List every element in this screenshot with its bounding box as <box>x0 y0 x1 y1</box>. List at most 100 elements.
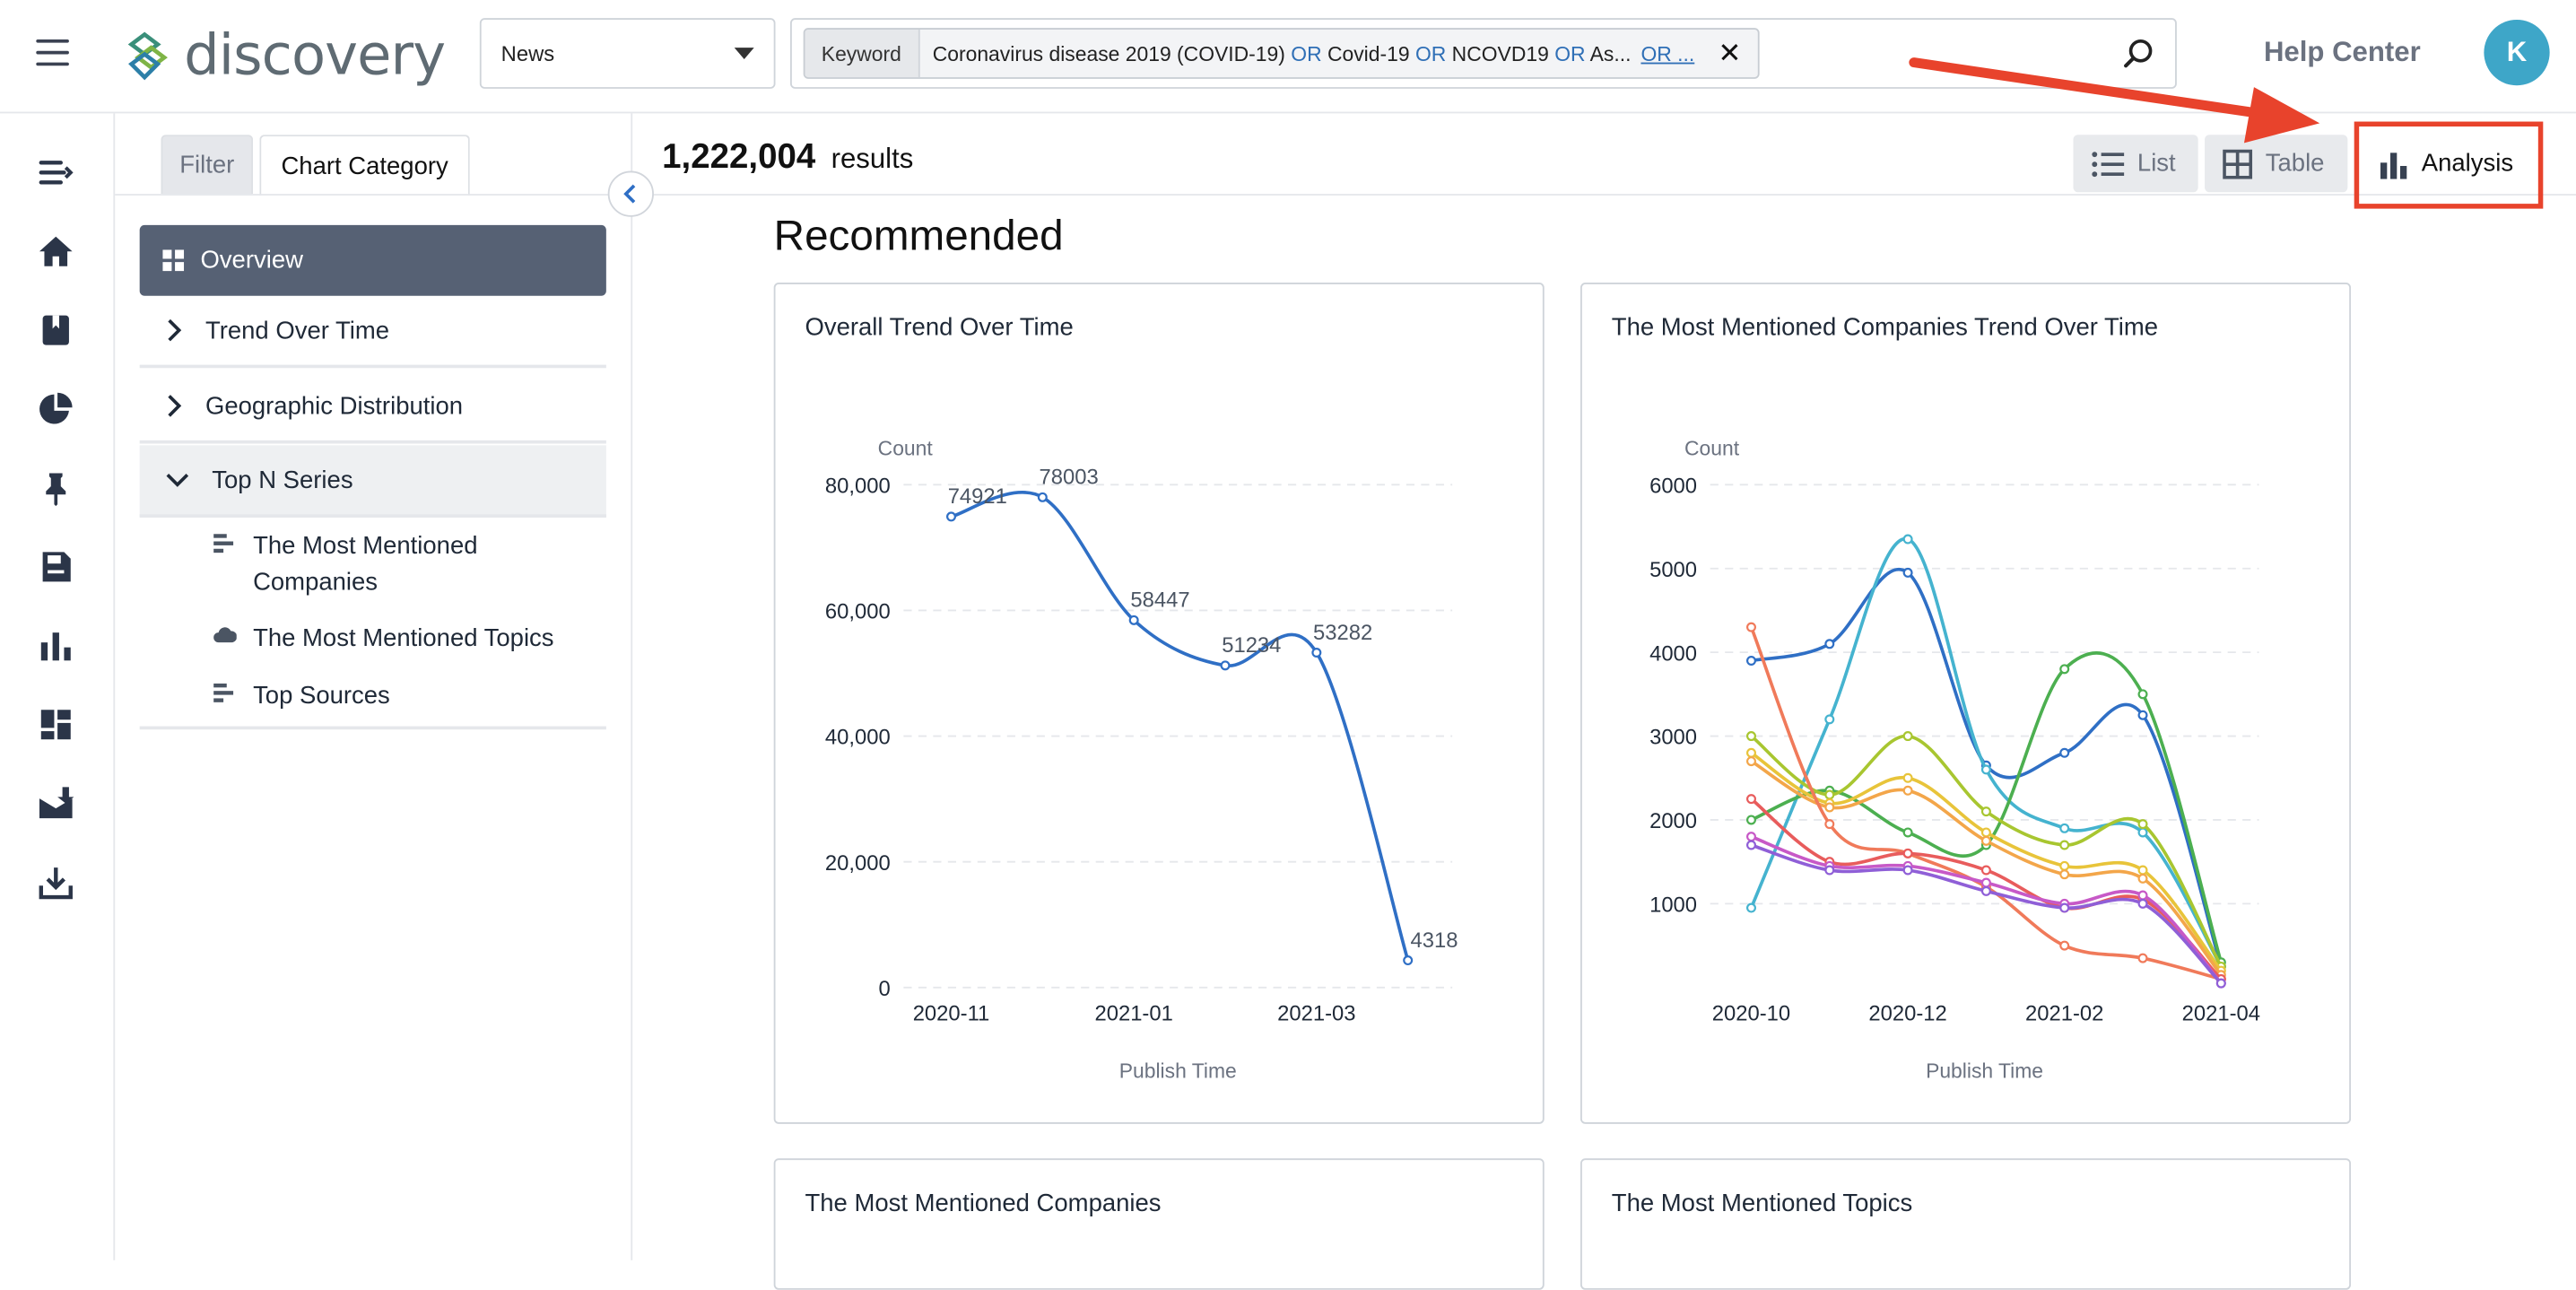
recommended-heading: Recommended <box>774 210 1064 261</box>
chevron-left-icon <box>622 184 639 204</box>
sub-item-most-mentioned-topics[interactable]: The Most Mentioned Topics <box>213 621 575 657</box>
chart-card-most-mentioned-companies: The Most Mentioned Companies <box>774 1158 1545 1290</box>
y-tick-label: 60,000 <box>825 600 891 624</box>
sub-item-most-mentioned-companies[interactable]: The Most Mentioned Companies <box>213 529 575 602</box>
nav-geographic-distribution[interactable]: Geographic Distribution <box>140 371 606 444</box>
nav-top-n-series[interactable]: Top N Series <box>140 445 606 518</box>
y-tick-label: 80,000 <box>825 474 891 498</box>
data-point <box>2060 904 2068 912</box>
y-tick-label: 40,000 <box>825 726 891 750</box>
tab-filter[interactable]: Filter <box>161 135 253 194</box>
y-axis-label: Count <box>1684 436 1740 459</box>
chart-card-companies-trend: The Most Mentioned Companies Trend Over … <box>1580 283 2351 1124</box>
data-label: 51234 <box>1222 633 1281 658</box>
discovery-logo-icon <box>122 28 178 83</box>
data-label: 78003 <box>1040 466 1099 490</box>
grid-icon <box>162 249 184 271</box>
keyword-chip[interactable]: Keyword Coronavirus disease 2019 (COVID-… <box>804 28 1760 79</box>
home-icon[interactable] <box>36 231 75 271</box>
chip-more-link[interactable]: OR ... <box>1640 42 1694 65</box>
brand-name: discovery <box>184 23 445 89</box>
sub-item-label: The Most Mentioned Companies <box>253 529 575 602</box>
data-point <box>1982 829 1990 837</box>
hamburger-menu-icon[interactable] <box>36 39 69 65</box>
chart-card-overall-trend: Overall Trend Over Time 020,00040,00060,… <box>774 283 1545 1124</box>
data-point <box>1904 569 1912 577</box>
y-tick-label: 2000 <box>1649 809 1697 833</box>
data-point <box>1982 867 1990 875</box>
collapse-menu-icon[interactable] <box>36 153 75 192</box>
data-point <box>1747 623 1755 632</box>
bar-list-icon <box>213 678 237 704</box>
source-select[interactable]: News <box>480 18 776 89</box>
logo[interactable]: discovery <box>122 23 446 89</box>
data-point <box>2217 980 2225 988</box>
avatar[interactable]: K <box>2484 20 2549 85</box>
data-point <box>2060 942 2068 950</box>
data-point <box>1982 766 1990 774</box>
data-point <box>1222 661 1230 669</box>
pin-icon[interactable] <box>36 468 75 508</box>
x-tick-label: 2021-01 <box>1094 1001 1172 1025</box>
data-point <box>2060 870 2068 878</box>
data-point <box>1825 791 1833 799</box>
data-point <box>1312 649 1320 657</box>
sub-item-label: The Most Mentioned Topics <box>253 621 553 657</box>
or-operator: OR <box>1291 42 1321 65</box>
nav-trend-over-time[interactable]: Trend Over Time <box>140 296 606 369</box>
data-point <box>1982 807 1990 815</box>
companies-trend-chart[interactable]: 100020003000400050006000Count2020-102020… <box>1582 284 2353 1126</box>
sub-item-top-sources[interactable]: Top Sources <box>213 678 575 714</box>
x-tick-label: 2021-03 <box>1277 1001 1355 1025</box>
sub-item-label: Top Sources <box>253 678 390 714</box>
data-point <box>1747 904 1755 912</box>
save-icon[interactable] <box>36 547 75 587</box>
x-tick-label: 2021-04 <box>2182 1001 2260 1025</box>
data-point <box>2139 900 2147 908</box>
data-point <box>1747 795 1755 803</box>
data-point <box>2139 867 2147 875</box>
nav-topn-label: Top N Series <box>212 466 352 493</box>
tab-chart-category[interactable]: Chart Category <box>259 135 469 196</box>
pie-chart-icon[interactable] <box>36 389 75 429</box>
dashboard-icon[interactable] <box>36 705 75 745</box>
chip-key: Keyword <box>805 30 919 77</box>
list-icon <box>2092 151 2125 177</box>
tab-divider <box>115 194 631 196</box>
chart-category-panel: Filter Chart Category Overview Trend Ove… <box>115 113 632 1259</box>
data-point <box>2060 749 2068 757</box>
collapse-panel-button[interactable] <box>608 170 654 216</box>
close-icon[interactable]: ✕ <box>1718 37 1741 70</box>
source-select-value: News <box>501 41 555 65</box>
nav-geo-label: Geographic Distribution <box>205 392 463 420</box>
mail-icon[interactable] <box>36 784 75 824</box>
y-tick-label: 3000 <box>1649 726 1697 750</box>
data-point <box>1904 774 1912 782</box>
series-line <box>1751 627 2221 979</box>
data-point <box>2139 711 2147 719</box>
nav-overview[interactable]: Overview <box>140 225 606 296</box>
bar-chart-icon[interactable] <box>36 626 75 666</box>
data-point <box>2060 862 2068 870</box>
bookmark-icon[interactable] <box>36 310 75 350</box>
results-label: results <box>831 143 914 174</box>
chevron-down-icon <box>166 472 189 488</box>
data-point <box>1039 493 1047 501</box>
data-point <box>1982 879 1990 887</box>
data-point <box>1130 616 1138 624</box>
data-point <box>1825 715 1833 723</box>
y-tick-label: 0 <box>878 977 890 1001</box>
data-label: 53282 <box>1313 621 1372 645</box>
overall-trend-chart[interactable]: 020,00040,00060,00080,000Count2020-11202… <box>776 284 1546 1126</box>
card-title: The Most Mentioned Companies <box>805 1190 1161 1217</box>
data-point <box>1825 640 1833 648</box>
view-analysis-button[interactable]: Analysis <box>2361 135 2537 192</box>
data-point <box>1747 657 1755 665</box>
download-icon[interactable] <box>36 863 75 902</box>
x-tick-label: 2020-12 <box>1868 1001 1946 1025</box>
chevron-down-icon <box>735 48 754 59</box>
chart-card-most-mentioned-topics: The Most Mentioned Topics <box>1580 1158 2351 1290</box>
view-table-label: Table <box>2266 150 2325 178</box>
x-tick-label: 2021-02 <box>2025 1001 2103 1025</box>
x-tick-label: 2020-11 <box>913 1001 990 1025</box>
